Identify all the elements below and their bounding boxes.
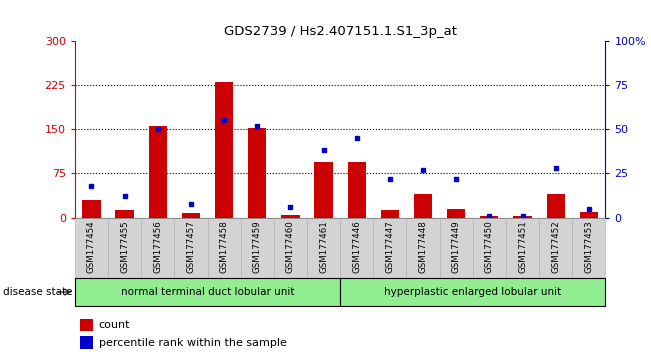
Bar: [348, 162, 366, 218]
Text: GSM177459: GSM177459: [253, 221, 262, 273]
Bar: [506, 218, 539, 278]
Bar: [148, 126, 167, 218]
Bar: [447, 210, 465, 218]
Bar: [381, 210, 399, 218]
Bar: [539, 218, 572, 278]
Text: percentile rank within the sample: percentile rank within the sample: [99, 338, 286, 348]
Bar: [281, 215, 299, 218]
Text: GSM177454: GSM177454: [87, 221, 96, 274]
Text: GSM177457: GSM177457: [186, 221, 195, 274]
Text: GSM177449: GSM177449: [452, 221, 461, 273]
Bar: [80, 336, 94, 349]
Bar: [82, 200, 100, 218]
Text: GSM177456: GSM177456: [153, 221, 162, 274]
Bar: [439, 218, 473, 278]
Title: GDS2739 / Hs2.407151.1.S1_3p_at: GDS2739 / Hs2.407151.1.S1_3p_at: [224, 25, 456, 38]
Bar: [108, 218, 141, 278]
Bar: [241, 218, 274, 278]
Text: GSM177450: GSM177450: [485, 221, 494, 274]
Bar: [75, 218, 108, 278]
Text: GSM177461: GSM177461: [319, 221, 328, 274]
Bar: [182, 213, 200, 218]
Text: GSM177455: GSM177455: [120, 221, 129, 274]
Text: count: count: [99, 320, 130, 330]
Bar: [414, 194, 432, 218]
Text: normal terminal duct lobular unit: normal terminal duct lobular unit: [120, 287, 294, 297]
Bar: [547, 194, 565, 218]
Text: GSM177453: GSM177453: [585, 221, 593, 274]
Bar: [274, 218, 307, 278]
Text: GSM177447: GSM177447: [385, 221, 395, 274]
Bar: [314, 162, 333, 218]
Bar: [248, 128, 266, 218]
Bar: [307, 218, 340, 278]
Text: GSM177458: GSM177458: [219, 221, 229, 274]
Bar: [473, 218, 506, 278]
Bar: [373, 218, 406, 278]
Bar: [141, 218, 174, 278]
Bar: [406, 218, 439, 278]
Bar: [115, 210, 133, 218]
Bar: [480, 216, 499, 218]
Text: hyperplastic enlarged lobular unit: hyperplastic enlarged lobular unit: [384, 287, 561, 297]
Bar: [340, 218, 373, 278]
Text: GSM177460: GSM177460: [286, 221, 295, 274]
Bar: [572, 218, 605, 278]
Bar: [580, 212, 598, 218]
Text: GSM177452: GSM177452: [551, 221, 561, 274]
Bar: [174, 218, 208, 278]
Bar: [80, 319, 94, 331]
Bar: [75, 278, 340, 306]
Text: disease state: disease state: [3, 287, 73, 297]
Bar: [208, 218, 241, 278]
Bar: [215, 82, 233, 218]
Text: GSM177451: GSM177451: [518, 221, 527, 274]
Bar: [340, 278, 605, 306]
Text: GSM177446: GSM177446: [352, 221, 361, 274]
Bar: [514, 216, 532, 218]
Text: GSM177448: GSM177448: [419, 221, 428, 274]
